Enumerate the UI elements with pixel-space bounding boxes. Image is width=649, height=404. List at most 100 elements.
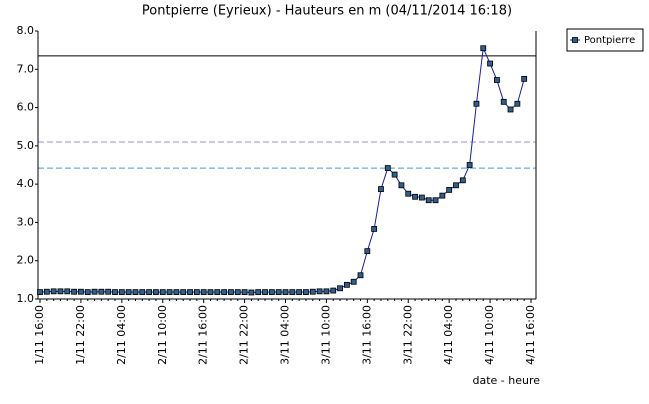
x-axis-label: date - heure — [472, 374, 540, 387]
point — [289, 289, 296, 296]
point — [282, 289, 289, 296]
point — [193, 289, 200, 296]
legend-label: Pontpierre — [584, 35, 635, 46]
point — [268, 289, 275, 296]
point — [125, 289, 132, 296]
point — [343, 281, 350, 288]
point — [84, 289, 91, 296]
y-tick-label: 2.0 — [17, 254, 35, 267]
point — [330, 287, 337, 294]
legend-box — [566, 28, 644, 52]
x-tick-label: 1/11 16:00 — [33, 305, 46, 365]
point — [262, 289, 268, 296]
legend-marker — [572, 37, 578, 43]
point — [337, 285, 343, 292]
point — [139, 289, 146, 296]
point — [384, 165, 391, 171]
point — [480, 45, 487, 52]
point — [521, 75, 528, 82]
point — [221, 289, 228, 296]
point — [112, 289, 118, 296]
point — [405, 190, 412, 197]
point — [159, 289, 166, 296]
point — [446, 186, 453, 193]
point — [473, 100, 480, 107]
point — [64, 288, 71, 295]
point — [432, 197, 439, 204]
point — [248, 289, 255, 296]
point — [459, 177, 466, 184]
point — [241, 289, 248, 296]
point — [255, 289, 262, 296]
point — [207, 289, 214, 296]
y-tick-label: 5.0 — [17, 139, 35, 152]
point — [418, 194, 425, 201]
x-tick-label: 2/11 10:00 — [156, 305, 169, 365]
point — [514, 100, 521, 107]
x-tick-label: 2/11 04:00 — [115, 305, 128, 365]
point — [78, 288, 84, 295]
point — [228, 289, 234, 296]
point — [487, 60, 493, 67]
point — [303, 289, 309, 296]
point — [425, 197, 432, 204]
point — [350, 278, 357, 285]
point — [316, 288, 323, 295]
point — [391, 171, 398, 178]
point — [453, 182, 459, 189]
point — [43, 288, 50, 295]
point — [378, 186, 384, 193]
point — [364, 248, 371, 255]
point — [296, 289, 303, 296]
y-tick-label: 7.0 — [17, 62, 35, 75]
point — [234, 289, 241, 296]
x-tick-label: 1/11 22:00 — [74, 305, 87, 365]
point — [166, 289, 173, 296]
point — [494, 77, 500, 83]
point — [357, 272, 364, 279]
x-tick-label: 2/11 16:00 — [197, 305, 210, 365]
point — [91, 288, 98, 295]
point — [214, 289, 221, 296]
point — [507, 106, 514, 113]
x-tick-label: 4/11 04:00 — [442, 305, 455, 365]
point — [200, 289, 207, 296]
point — [309, 288, 316, 295]
point — [398, 182, 405, 189]
point — [153, 289, 159, 296]
chart-title: Pontpierre (Eyrieux) - Hauteurs en m (04… — [142, 4, 512, 19]
y-tick-label: 1.0 — [17, 292, 35, 305]
y-tick-label: 4.0 — [17, 177, 35, 190]
y-tick-label: 8.0 — [17, 24, 35, 37]
point — [180, 289, 187, 296]
point — [173, 289, 180, 296]
x-tick-label: 3/11 22:00 — [401, 305, 414, 365]
x-tick-label: 4/11 16:00 — [524, 305, 537, 365]
point — [323, 288, 330, 295]
point — [98, 288, 105, 295]
point — [500, 98, 507, 105]
point — [466, 162, 473, 168]
point — [146, 289, 153, 296]
point — [37, 289, 43, 296]
point — [71, 288, 77, 295]
point — [371, 226, 378, 232]
y-tick-label: 6.0 — [17, 101, 35, 114]
point — [50, 288, 57, 295]
point — [275, 289, 282, 296]
x-tick-label: 3/11 04:00 — [279, 305, 292, 365]
x-tick-label: 3/11 16:00 — [360, 305, 373, 365]
point — [118, 289, 125, 296]
plot-area — [38, 31, 536, 299]
point — [57, 288, 64, 295]
point — [412, 193, 418, 200]
point — [105, 288, 112, 295]
point — [439, 192, 446, 199]
x-tick-label: 3/11 10:00 — [319, 305, 332, 365]
point — [132, 289, 139, 296]
point — [187, 289, 193, 296]
x-tick-label: 4/11 10:00 — [483, 305, 496, 365]
y-tick-label: 3.0 — [17, 215, 35, 228]
x-tick-label: 2/11 22:00 — [238, 305, 251, 365]
